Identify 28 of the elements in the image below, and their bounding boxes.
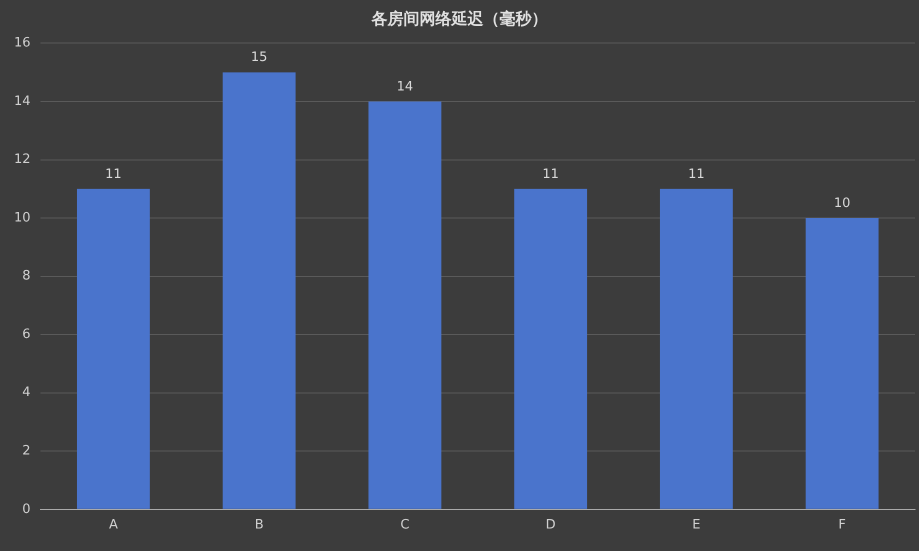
bar (222, 72, 296, 509)
x-tick-label: F (838, 518, 846, 533)
x-tick-label: A (108, 518, 118, 533)
data-label: 11 (688, 166, 705, 182)
y-tick-label: 4 (22, 385, 31, 400)
data-label: 10 (834, 196, 850, 211)
bar (368, 101, 442, 509)
y-tick-label: 0 (22, 502, 31, 517)
data-label: 15 (250, 50, 268, 66)
x-tick-label: E (692, 518, 700, 533)
bar (76, 188, 150, 509)
x-tick-label: B (254, 518, 264, 533)
y-tick-label: 8 (22, 268, 31, 284)
x-tick-label: D (546, 518, 556, 533)
y-tick-label: 12 (14, 152, 31, 168)
y-tick-label: 16 (14, 36, 31, 51)
bar (514, 188, 588, 509)
data-label: 14 (396, 79, 414, 94)
data-label: 11 (542, 166, 559, 182)
data-label: 11 (105, 166, 122, 182)
y-tick-label: 14 (14, 94, 31, 109)
y-tick-label: 10 (14, 210, 31, 226)
chart-title: 各房间网络延迟（毫秒） (370, 8, 548, 28)
bar (806, 218, 879, 509)
y-tick-label: 2 (22, 444, 31, 458)
y-tick-label: 6 (22, 326, 31, 342)
x-tick-label: C (400, 518, 410, 533)
bar (660, 188, 733, 509)
